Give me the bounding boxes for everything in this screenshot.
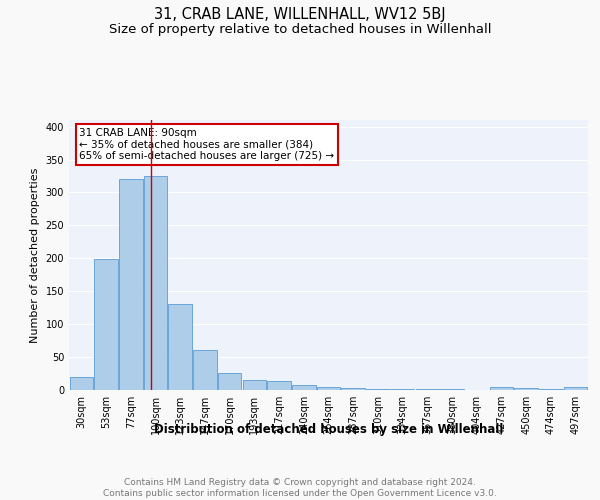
Bar bbox=[514, 388, 538, 390]
Bar bbox=[218, 373, 241, 390]
Text: Distribution of detached houses by size in Willenhall: Distribution of detached houses by size … bbox=[154, 422, 503, 436]
Bar bbox=[490, 388, 513, 390]
Bar bbox=[70, 378, 93, 390]
Text: 31 CRAB LANE: 90sqm
← 35% of detached houses are smaller (384)
65% of semi-detac: 31 CRAB LANE: 90sqm ← 35% of detached ho… bbox=[79, 128, 335, 162]
Text: 31, CRAB LANE, WILLENHALL, WV12 5BJ: 31, CRAB LANE, WILLENHALL, WV12 5BJ bbox=[154, 8, 446, 22]
Bar bbox=[119, 180, 143, 390]
Bar bbox=[391, 388, 415, 390]
Bar bbox=[268, 382, 291, 390]
Text: Contains HM Land Registry data © Crown copyright and database right 2024.
Contai: Contains HM Land Registry data © Crown c… bbox=[103, 478, 497, 498]
Bar bbox=[193, 350, 217, 390]
Bar bbox=[292, 384, 316, 390]
Bar bbox=[341, 388, 365, 390]
Bar bbox=[564, 388, 587, 390]
Y-axis label: Number of detached properties: Number of detached properties bbox=[30, 168, 40, 342]
Bar bbox=[242, 380, 266, 390]
Bar bbox=[144, 176, 167, 390]
Bar bbox=[169, 304, 192, 390]
Bar bbox=[317, 388, 340, 390]
Text: Size of property relative to detached houses in Willenhall: Size of property relative to detached ho… bbox=[109, 22, 491, 36]
Bar bbox=[94, 259, 118, 390]
